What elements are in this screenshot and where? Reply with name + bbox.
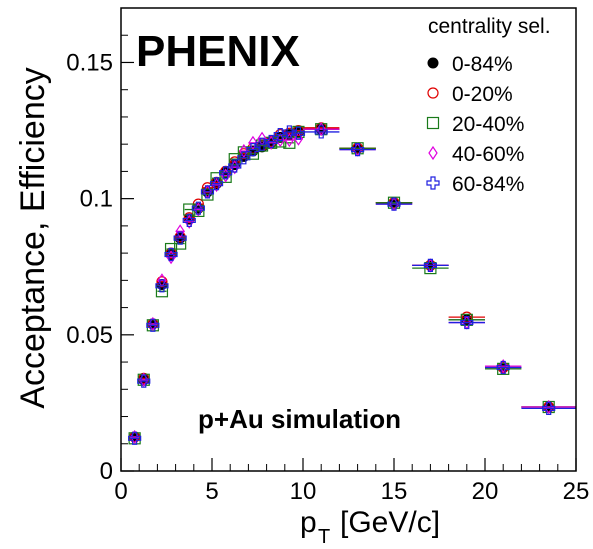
data-point [164, 247, 178, 262]
legend-label: 0-84% [452, 53, 513, 76]
data-point [155, 279, 169, 293]
data-point [351, 143, 365, 157]
x-tick-label: 15 [381, 478, 408, 505]
legend-label: 60-84% [452, 173, 524, 196]
axes-layer: 0 5 10 15 20 25 0 0.05 0.1 0.15 [66, 7, 590, 505]
data-point [146, 318, 160, 332]
data-point [496, 360, 510, 375]
data-point [148, 316, 158, 332]
data-point [255, 137, 269, 151]
y-tick-label: 0.05 [66, 322, 113, 349]
series-40-60% [129, 122, 576, 445]
data-point [129, 429, 140, 445]
x-axis-label-sub: T [318, 526, 330, 548]
data-point [424, 261, 437, 275]
y-tick-label: 0.15 [66, 49, 113, 76]
data-point [316, 122, 326, 137]
data-point [182, 213, 196, 228]
data-point [314, 125, 328, 139]
data-point [219, 166, 233, 180]
phenix-banner: PHENIX [136, 27, 300, 76]
data-point [237, 151, 251, 165]
data-point [201, 182, 214, 194]
data-point [282, 125, 296, 139]
data-point [139, 372, 149, 387]
legend-marker [426, 176, 440, 190]
data-point [228, 159, 242, 173]
data-point [183, 212, 195, 224]
data-point [128, 431, 142, 445]
data-point [273, 128, 287, 142]
legend-label: 0-20% [452, 83, 513, 106]
data-point [228, 153, 241, 166]
x-axis-label-main: p [300, 506, 317, 539]
data-point [498, 359, 508, 374]
data-point [291, 126, 306, 140]
data-point [209, 177, 224, 191]
data-point [293, 131, 304, 146]
legend-title: centrality sel. [428, 15, 551, 38]
annotation-text: p+Au simulation [198, 404, 401, 434]
data-point [166, 250, 176, 265]
legend: centrality sel. 0-84% 0-20% 20-40% 40-60% 60… [426, 15, 551, 196]
series-0-20% [129, 122, 576, 443]
legend-marker [427, 87, 439, 99]
series-20-40% [128, 123, 576, 445]
x-tick-label: 10 [290, 478, 317, 505]
legend-label: 40-60% [452, 143, 524, 166]
series-60-84% [128, 125, 576, 445]
y-tick-label: 0.1 [80, 186, 113, 213]
data-point [137, 374, 151, 388]
data-point [460, 315, 474, 330]
x-tick-label: 25 [563, 478, 590, 505]
series-layer [128, 122, 576, 445]
data-point [543, 399, 554, 415]
y-tick-label: 0 [100, 458, 113, 485]
x-tick-label: 5 [205, 478, 218, 505]
data-point [387, 197, 401, 211]
legend-marker [428, 145, 438, 161]
data-point [460, 313, 473, 326]
data-point [246, 143, 260, 157]
y-axis-label: Acceptance, Efficiency [14, 67, 52, 408]
series-0-84% [129, 123, 576, 443]
x-axis-label: p [300, 506, 317, 539]
data-point [220, 168, 231, 183]
data-point [173, 231, 187, 245]
data-point [284, 133, 295, 148]
data-point [248, 135, 258, 150]
data-point [275, 133, 285, 148]
data-point [175, 224, 185, 239]
legend-marker [427, 57, 439, 69]
x-tick-label: 0 [114, 478, 127, 505]
legend-label: 20-40% [452, 113, 524, 136]
data-point [283, 136, 296, 149]
legend-marker [426, 116, 440, 130]
x-axis-label-unit: [GeV/c] [340, 506, 440, 539]
data-point [200, 185, 215, 199]
data-point [201, 188, 214, 201]
data-point [423, 258, 437, 272]
x-tick-label: 20 [472, 478, 499, 505]
data-point [264, 134, 278, 149]
data-point [542, 401, 556, 415]
data-point [191, 201, 205, 215]
plot-frame [120, 7, 577, 472]
